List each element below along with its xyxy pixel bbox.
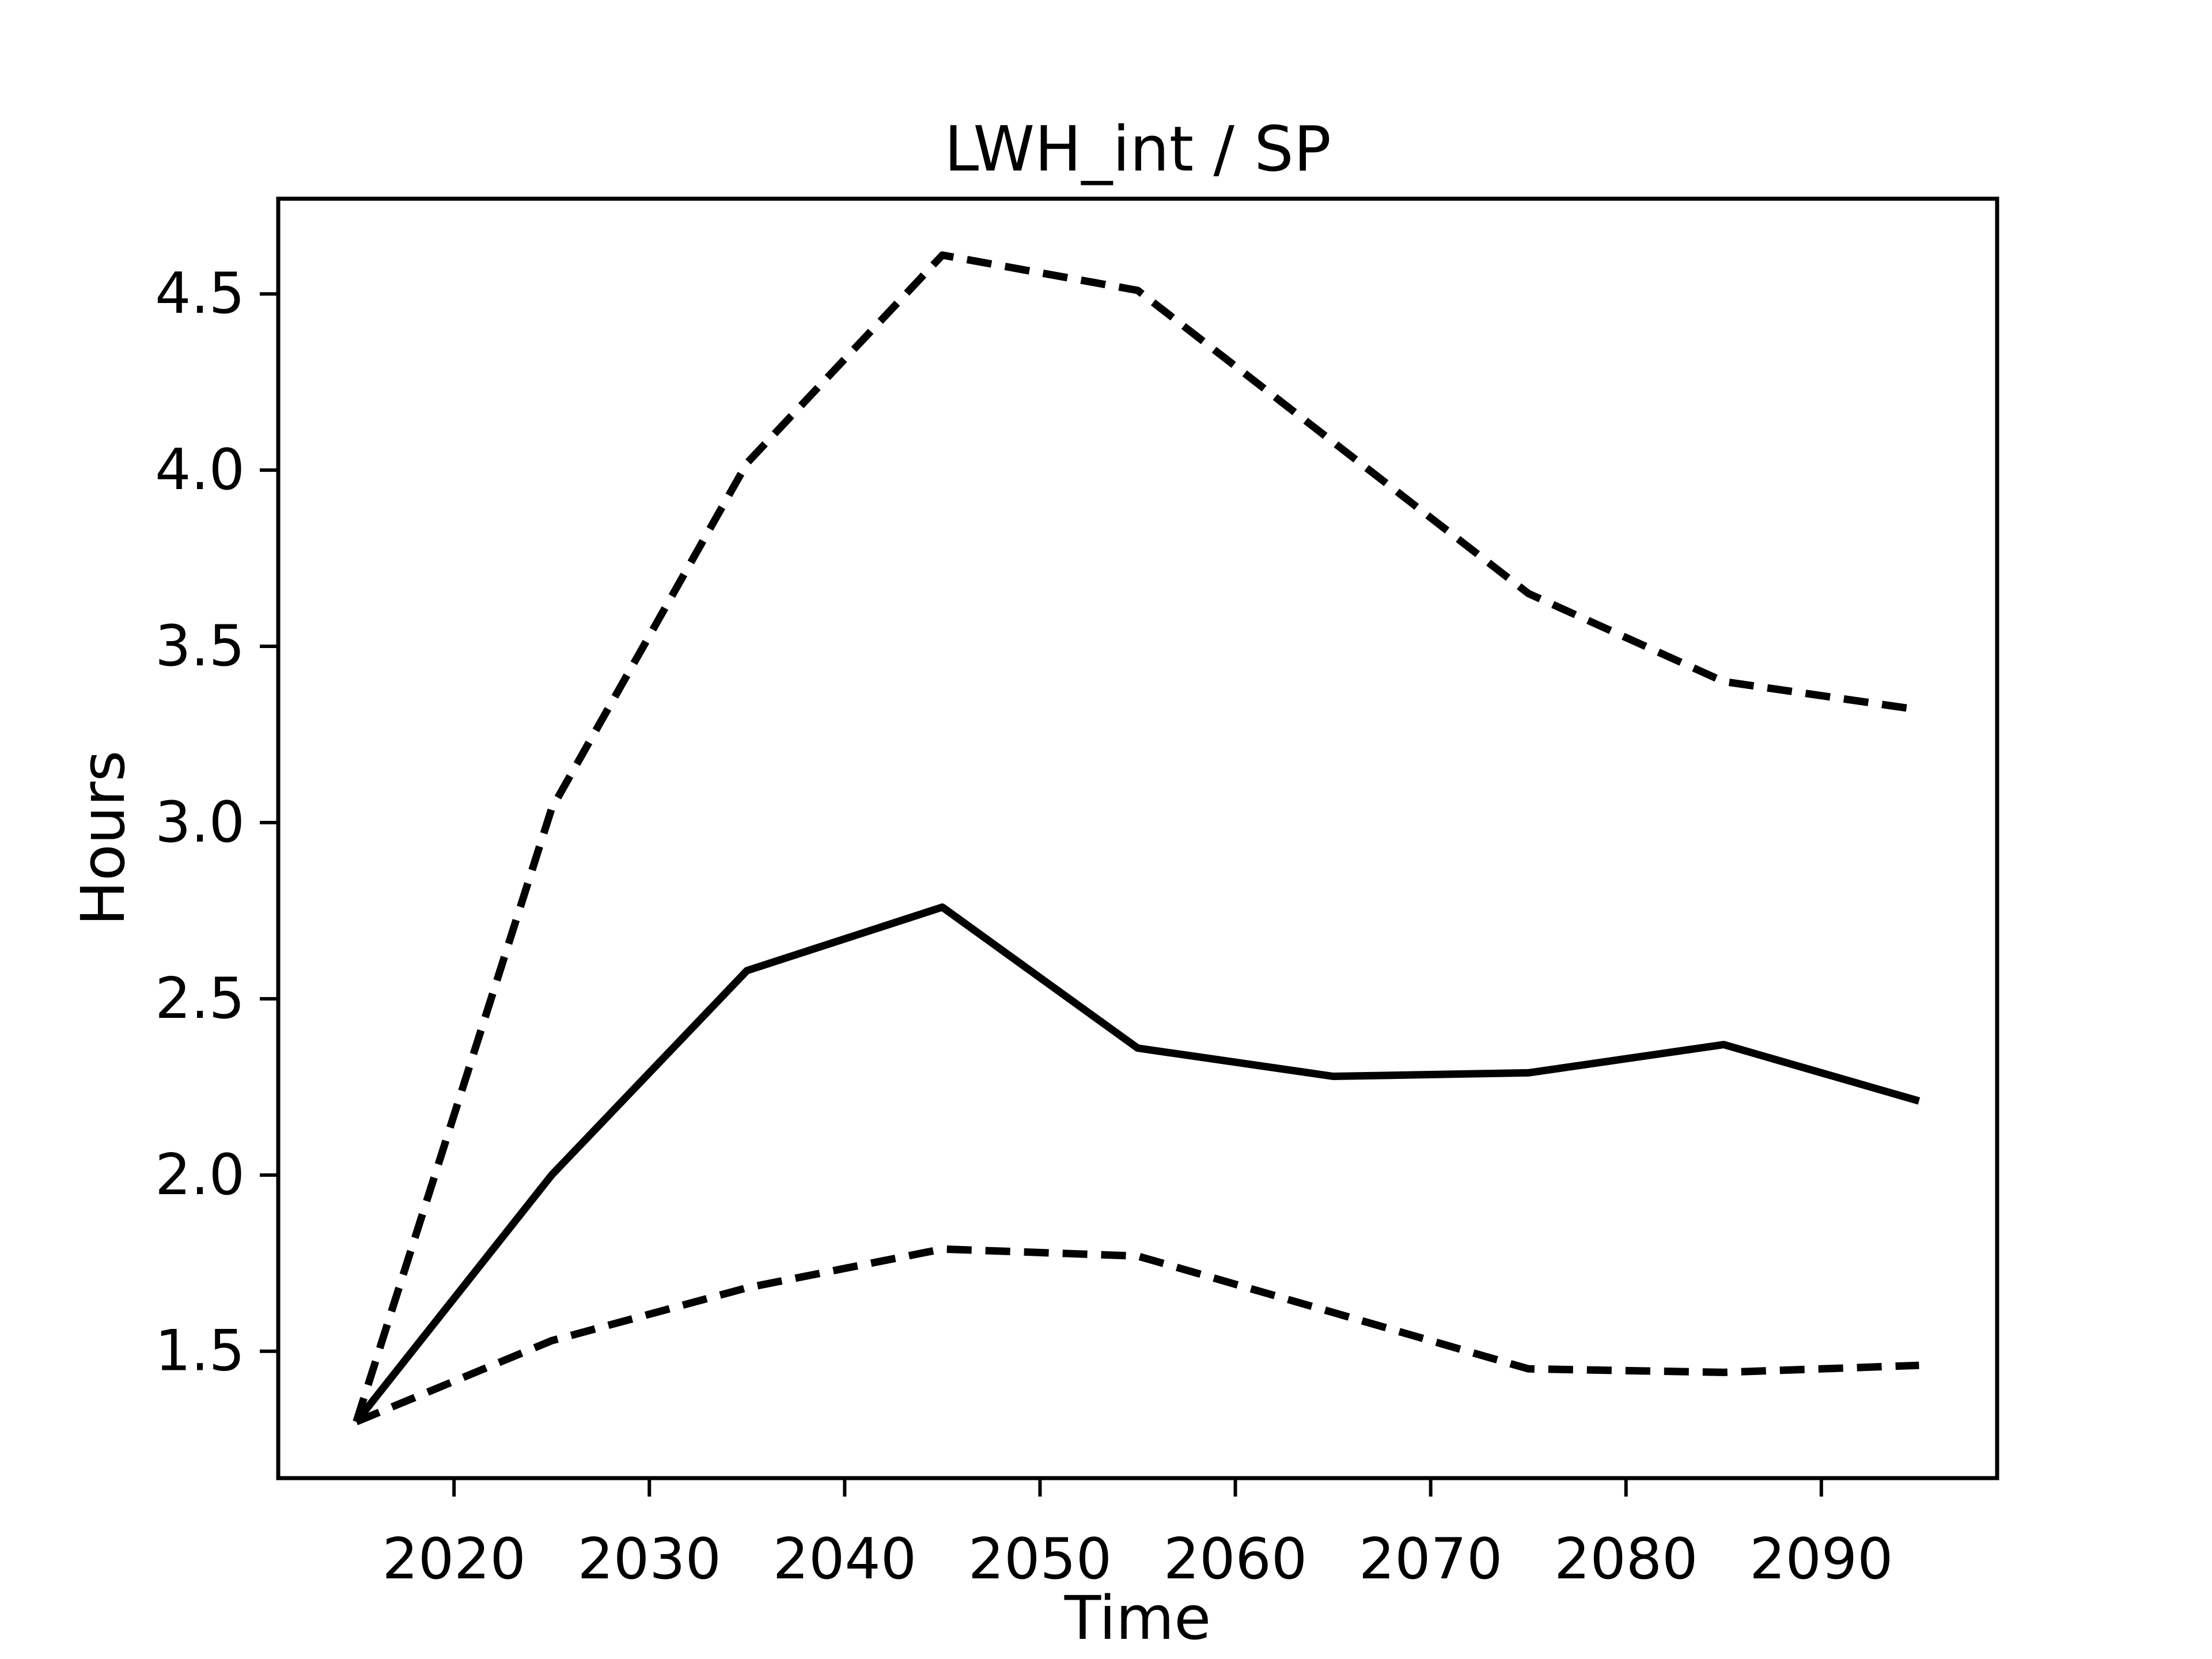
x-tick-label: 2060 xyxy=(1164,1527,1307,1592)
x-tick-label: 2070 xyxy=(1359,1527,1502,1592)
upper-dashed-bound-line xyxy=(353,251,1920,1423)
y-axis-ticks: 1.5 2.0 2.5 3.0 3.5 4.0 4.5 xyxy=(155,261,278,1384)
x-tick-label: 2080 xyxy=(1554,1527,1698,1592)
x-axis-ticks: 2020 2030 2040 2050 2060 2070 2080 2090 xyxy=(382,1478,1893,1592)
y-tick-label: 2.0 xyxy=(155,1142,245,1208)
plot-area-border xyxy=(276,196,1999,1480)
chart-title: LWH_int / SP xyxy=(944,113,1331,185)
x-tick-label: 2020 xyxy=(382,1527,525,1592)
y-tick-label: 4.5 xyxy=(155,261,245,327)
y-tick-label: 1.5 xyxy=(155,1319,245,1384)
y-axis-label: Hours xyxy=(68,751,138,926)
y-tick-label: 4.0 xyxy=(155,437,245,503)
x-axis-label: Time xyxy=(1064,1583,1211,1653)
y-tick-label: 3.5 xyxy=(155,613,245,679)
x-tick-label: 2050 xyxy=(968,1527,1112,1592)
x-tick-label: 2090 xyxy=(1749,1527,1893,1592)
solid-central-line-line xyxy=(353,903,1921,1425)
x-tick-label: 2040 xyxy=(773,1527,916,1592)
lower-dashed-bound-line xyxy=(355,1245,1919,1426)
chart-series xyxy=(353,251,1921,1426)
x-tick-label: 2030 xyxy=(578,1527,721,1592)
y-tick-label: 2.5 xyxy=(155,966,245,1032)
y-tick-label: 3.0 xyxy=(155,790,245,855)
